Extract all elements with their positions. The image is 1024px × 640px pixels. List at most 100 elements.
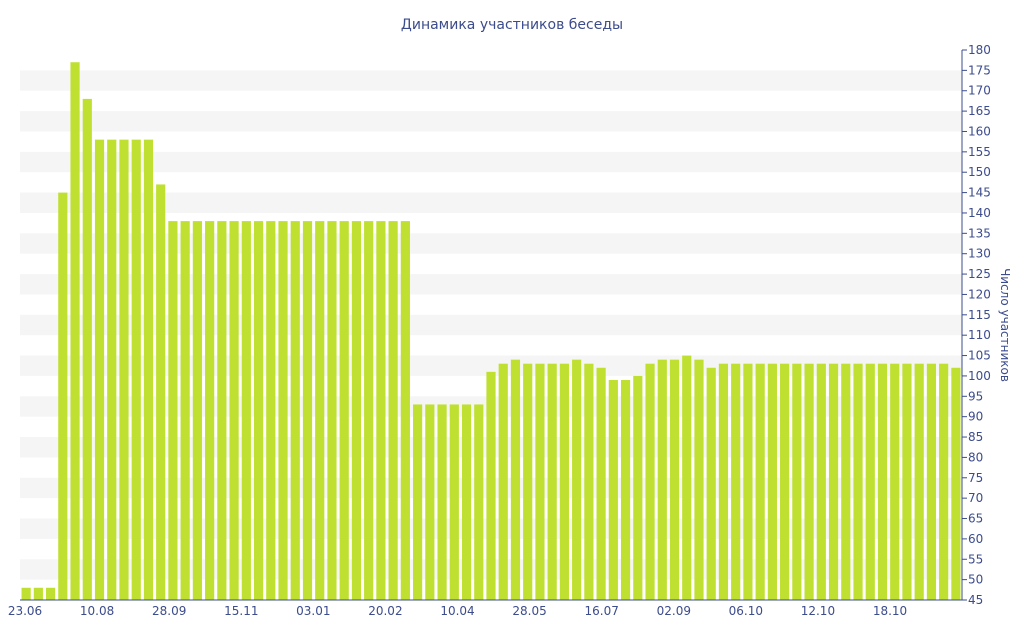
y-tick-label: 75	[968, 471, 983, 485]
y-tick-label: 80	[968, 450, 983, 464]
bar	[682, 355, 692, 600]
bar	[535, 363, 545, 600]
grid-band	[20, 151, 962, 173]
bar	[241, 221, 251, 601]
y-tick-label: 155	[968, 145, 991, 159]
y-tick-label: 140	[968, 206, 991, 220]
bar	[461, 404, 472, 600]
bar	[46, 587, 56, 600]
bar	[890, 363, 900, 600]
bar	[413, 404, 423, 600]
bar	[939, 363, 949, 600]
bar	[731, 363, 741, 600]
bar	[253, 221, 264, 601]
bar	[645, 363, 655, 600]
grid-band	[20, 192, 962, 213]
bar	[21, 587, 31, 600]
bar	[486, 371, 496, 600]
bar	[657, 359, 667, 600]
bar	[841, 363, 851, 600]
bar	[767, 363, 777, 600]
bar	[804, 363, 814, 600]
bar	[156, 184, 166, 600]
bar	[437, 404, 447, 600]
bar	[877, 363, 888, 600]
bar	[94, 139, 105, 600]
bar	[828, 363, 839, 600]
x-tick-label: 28.09	[152, 604, 186, 618]
bar	[315, 221, 325, 601]
bar	[559, 363, 569, 600]
bar	[718, 363, 729, 600]
bar	[633, 375, 643, 600]
x-axis-ticks: 23.06 10.08 28.09 15.11 03.01 20.02 10.04 28.05…	[8, 604, 907, 618]
bar	[376, 221, 386, 601]
bar	[143, 139, 154, 600]
bar	[792, 363, 802, 600]
bar	[547, 363, 557, 600]
y-tick-label: 145	[968, 186, 991, 200]
bar	[755, 363, 765, 600]
y-tick-label: 175	[968, 63, 991, 77]
bar	[449, 404, 459, 600]
y-tick-label: 115	[968, 308, 991, 322]
y-tick-label: 105	[968, 349, 991, 363]
bar	[131, 139, 141, 600]
bar	[205, 221, 215, 601]
y-axis-label: Число участников	[998, 268, 1012, 382]
y-tick-label: 70	[968, 491, 983, 505]
grid-band	[20, 70, 962, 91]
bar	[217, 221, 227, 601]
bar	[816, 363, 826, 600]
bar	[388, 221, 398, 601]
x-tick-label: 15.11	[224, 604, 258, 618]
bar	[364, 221, 374, 601]
bar	[669, 359, 680, 600]
chart-title: Динамика участников беседы	[401, 17, 623, 33]
bars-group	[21, 62, 961, 601]
y-tick-label: 120	[968, 287, 991, 301]
bar	[523, 363, 533, 600]
bar	[278, 221, 288, 601]
x-tick-label: 10.08	[80, 604, 114, 618]
y-tick-label: 50	[968, 573, 983, 587]
bar	[168, 221, 178, 601]
bar	[914, 363, 924, 600]
x-tick-label: 16.07	[585, 604, 619, 618]
bar	[33, 587, 43, 600]
x-tick-label: 12.10	[801, 604, 835, 618]
y-tick-label: 150	[968, 165, 991, 179]
bar	[743, 363, 753, 600]
bar	[339, 221, 349, 601]
y-tick-label: 90	[968, 410, 983, 424]
bar	[192, 221, 202, 601]
bar	[180, 221, 190, 601]
bar	[584, 363, 594, 600]
y-axis-ticks: 45 50 55 60 65 70 75 80 85 90 95 100 105 110 115 120 125…	[962, 43, 991, 607]
x-tick-label: 28.05	[512, 604, 546, 618]
bar	[510, 359, 521, 600]
x-tick-label: 02.09	[657, 604, 691, 618]
grid-band	[20, 111, 962, 132]
bar	[82, 98, 92, 600]
y-tick-label: 60	[968, 532, 983, 546]
bar	[620, 380, 631, 600]
bar	[498, 363, 508, 600]
bar	[853, 363, 863, 600]
x-tick-label: 23.06	[8, 604, 42, 618]
bar	[596, 367, 606, 600]
y-tick-label: 125	[968, 267, 991, 281]
bar	[425, 404, 435, 600]
y-tick-label: 130	[968, 247, 991, 261]
y-tick-label: 65	[968, 512, 983, 526]
bar	[780, 363, 790, 600]
y-tick-label: 110	[968, 328, 991, 342]
bar	[951, 367, 961, 600]
bar	[229, 221, 239, 601]
bar	[107, 139, 117, 600]
bar	[865, 363, 875, 600]
y-tick-label: 135	[968, 226, 991, 240]
y-tick-label: 180	[968, 43, 991, 57]
bar	[608, 380, 618, 600]
